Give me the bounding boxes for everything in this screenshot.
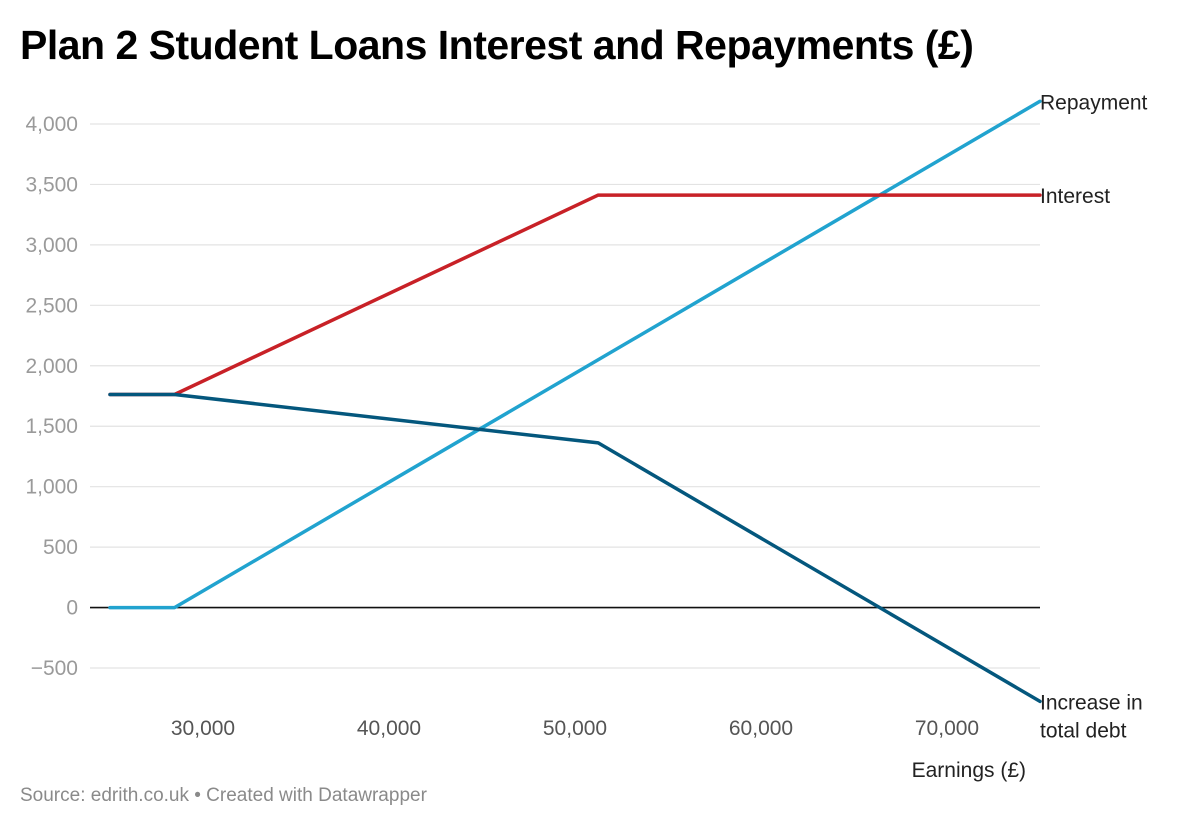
gridlines — [90, 123, 1040, 669]
y-tick-label: 500 — [43, 536, 78, 559]
series-lines — [108, 99, 1042, 704]
y-tick-label: 3,500 — [25, 173, 78, 196]
x-tick-label: 40,000 — [357, 717, 421, 740]
source-note: Source: edrith.co.uk • Created with Data… — [20, 785, 427, 806]
series-line-repayment — [108, 99, 1042, 610]
x-tick-label: 50,000 — [543, 717, 607, 740]
y-tick-label: 3,000 — [25, 234, 78, 257]
x-tick-label: 70,000 — [915, 717, 979, 740]
y-tick-label: 2,500 — [25, 294, 78, 317]
y-tick-label: 1,000 — [25, 476, 78, 499]
chart-title: Plan 2 Student Loans Interest and Repaym… — [20, 22, 974, 68]
series-labels: Repayment Interest Increase in total debt — [1040, 91, 1148, 742]
y-tick-label: 1,500 — [25, 415, 78, 438]
y-tick-label: 2,000 — [25, 355, 78, 378]
series-label-repayment: Repayment — [1040, 91, 1148, 114]
series-label-increase-in-total-debt: total debt — [1040, 719, 1127, 742]
y-tick-label: 0 — [66, 597, 78, 620]
x-axis-ticks: 30,000 40,000 50,000 60,000 70,000 — [171, 717, 979, 740]
x-tick-label: 30,000 — [171, 717, 235, 740]
series-label-increase-in-total-debt: Increase in — [1040, 691, 1143, 714]
y-tick-label: 4,000 — [25, 113, 78, 136]
x-tick-label: 60,000 — [729, 717, 793, 740]
series-label-interest: Interest — [1040, 185, 1110, 208]
y-tick-label: −500 — [31, 657, 78, 680]
series-line-interest — [108, 193, 1042, 397]
y-axis-ticks: −500 0 500 1,000 1,500 2,000 2,500 3,000 3,500 4,… — [25, 113, 78, 680]
x-axis-title: Earnings (£) — [912, 759, 1026, 782]
series-line-increase-in-total-debt — [108, 392, 1042, 704]
